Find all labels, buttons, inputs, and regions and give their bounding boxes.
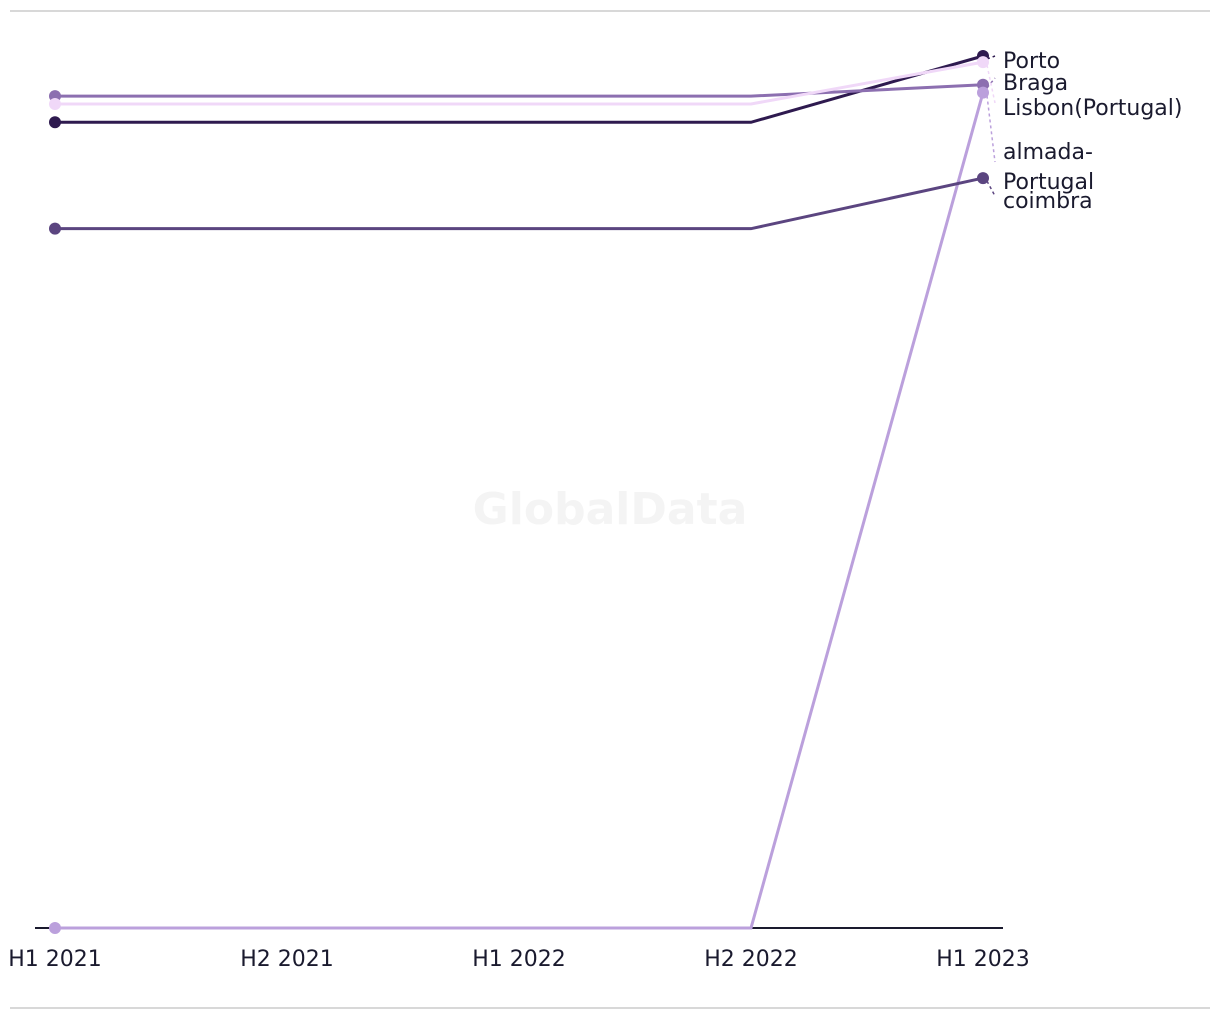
x-tick-label: H1 2023 — [936, 947, 1030, 972]
watermark: GlobalData — [473, 484, 748, 535]
point — [977, 86, 989, 99]
point — [49, 97, 61, 110]
x-tick-label: H1 2022 — [472, 947, 566, 972]
series-line — [55, 92, 985, 930]
point — [977, 172, 989, 185]
point — [49, 922, 61, 934]
point — [49, 222, 61, 235]
series-label: coimbra — [1003, 189, 1093, 214]
series-label: Braga — [1003, 71, 1068, 96]
leader-line — [986, 95, 996, 163]
series-label: Lisbon(Portugal) — [1003, 96, 1182, 121]
series-line — [55, 60, 984, 106]
x-tick-label: H2 2021 — [240, 947, 334, 972]
x-tick-label: H2 2022 — [704, 947, 798, 972]
series-label: almada-Portugal — [1003, 140, 1094, 195]
leader-line — [986, 64, 996, 104]
series-line — [55, 83, 984, 98]
leader-line — [986, 55, 996, 60]
series-label: Porto — [1003, 49, 1060, 74]
point — [49, 116, 61, 129]
series-line — [55, 176, 984, 231]
series-line — [55, 54, 984, 124]
leader-line — [986, 180, 996, 197]
x-tick-label: H1 2021 — [8, 947, 102, 972]
point — [977, 56, 989, 69]
